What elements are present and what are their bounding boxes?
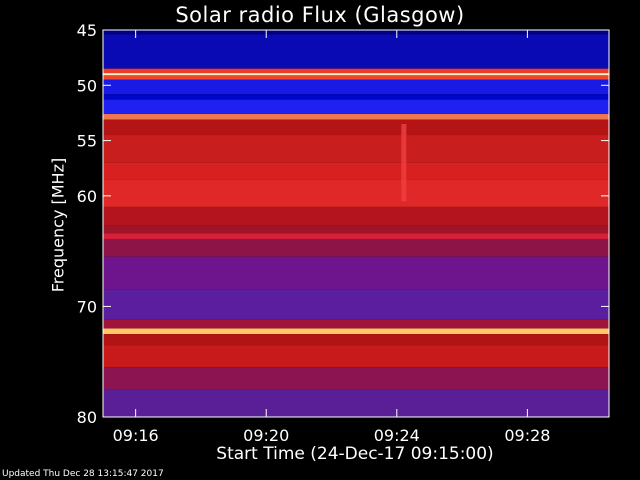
spectrum-band-14 [103, 225, 609, 234]
burst-feature [401, 123, 407, 202]
x-axis-label: Start Time (24-Dec-17 09:15:00) [216, 444, 494, 464]
plot-area [103, 30, 609, 417]
spectrum-band-4 [103, 75, 609, 80]
spectrum-band-16 [103, 238, 609, 257]
spectrum-band-9 [103, 119, 609, 136]
spectrum-band-12 [103, 179, 609, 207]
spectrum-band-5 [103, 79, 609, 95]
spectrum-band-21 [103, 334, 609, 346]
updated-timestamp: Updated Thu Dec 28 13:15:47 2017 [2, 469, 164, 479]
spectrum-band-24 [103, 389, 609, 417]
y-tick-label: 50 [77, 76, 97, 95]
spectrum-band-3 [103, 73, 609, 76]
spectrum-band-13 [103, 206, 609, 226]
spectrum-band-15 [103, 233, 609, 239]
spectrum-band-18 [103, 289, 609, 320]
x-tick-label: 09:16 [113, 426, 159, 445]
y-tick-label: 80 [77, 408, 97, 427]
spectrum-band-8 [103, 114, 609, 120]
spectrum-band-22 [103, 345, 609, 368]
spectrum-band-2 [103, 68, 609, 74]
spectrum-band-7 [103, 99, 609, 115]
spectrum-band-0 [103, 30, 609, 35]
y-tick-label: 60 [77, 187, 97, 206]
spectrum-band-20 [103, 328, 609, 335]
axes: 45 50 55 60 70 80 09:16 09:20 09:24 09:28 [77, 21, 610, 445]
spectrum-band-6 [103, 94, 609, 100]
x-tick-label: 09:28 [504, 426, 550, 445]
y-tick-label: 70 [77, 297, 97, 316]
x-tick-label: 09:20 [243, 426, 289, 445]
axis-frame [102, 29, 610, 418]
x-tick-label: 09:24 [374, 426, 420, 445]
spectrum-band-11 [103, 162, 609, 180]
y-tick-label: 45 [77, 21, 97, 40]
spectrum-band-19 [103, 319, 609, 329]
spectrum-band-1 [103, 34, 609, 69]
spectrum-band-10 [103, 135, 609, 163]
chart-title: Solar radio Flux (Glasgow) [175, 3, 465, 27]
spectrum-band-23 [103, 367, 609, 390]
spectrum-band-17 [103, 256, 609, 290]
y-tick-label: 55 [77, 132, 97, 151]
